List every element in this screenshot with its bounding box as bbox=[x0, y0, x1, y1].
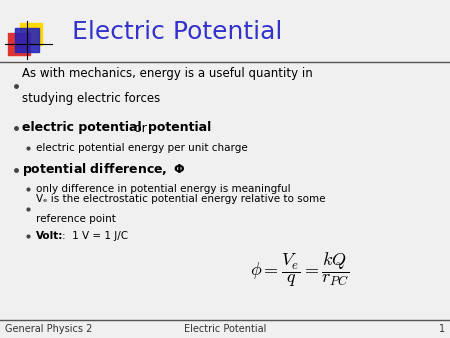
Text: $\bf{potential\ difference,\ \Phi}$: $\bf{potential\ difference,\ \Phi}$ bbox=[22, 162, 185, 178]
Bar bbox=[14, 27, 39, 52]
Text: only difference in potential energy is meaningful: only difference in potential energy is m… bbox=[36, 184, 291, 194]
Text: As with mechanics, energy is a useful quantity in: As with mechanics, energy is a useful qu… bbox=[22, 67, 313, 80]
Text: Volt:: Volt: bbox=[36, 231, 63, 241]
Text: electric potential energy per unit charge: electric potential energy per unit charg… bbox=[36, 143, 248, 153]
Text: or: or bbox=[130, 121, 151, 135]
Text: General Physics 2: General Physics 2 bbox=[5, 324, 92, 334]
Text: $\phi = \dfrac{V_e}{q} = \dfrac{kQ}{r_{PC}}$: $\phi = \dfrac{V_e}{q} = \dfrac{kQ}{r_{P… bbox=[250, 251, 350, 289]
Text: studying electric forces: studying electric forces bbox=[22, 92, 160, 105]
Bar bbox=[8, 33, 30, 55]
Text: 1: 1 bbox=[439, 324, 445, 334]
Text: reference point: reference point bbox=[36, 214, 116, 224]
Text: potential: potential bbox=[148, 121, 211, 135]
Text: :  1 V = 1 J/C: : 1 V = 1 J/C bbox=[62, 231, 128, 241]
Text: Vₑ is the electrostatic potential energy relative to some: Vₑ is the electrostatic potential energy… bbox=[36, 194, 325, 204]
Text: Electric Potential: Electric Potential bbox=[72, 20, 283, 44]
Text: Electric Potential: Electric Potential bbox=[184, 324, 266, 334]
Bar bbox=[20, 23, 42, 45]
Text: electric potential: electric potential bbox=[22, 121, 142, 135]
